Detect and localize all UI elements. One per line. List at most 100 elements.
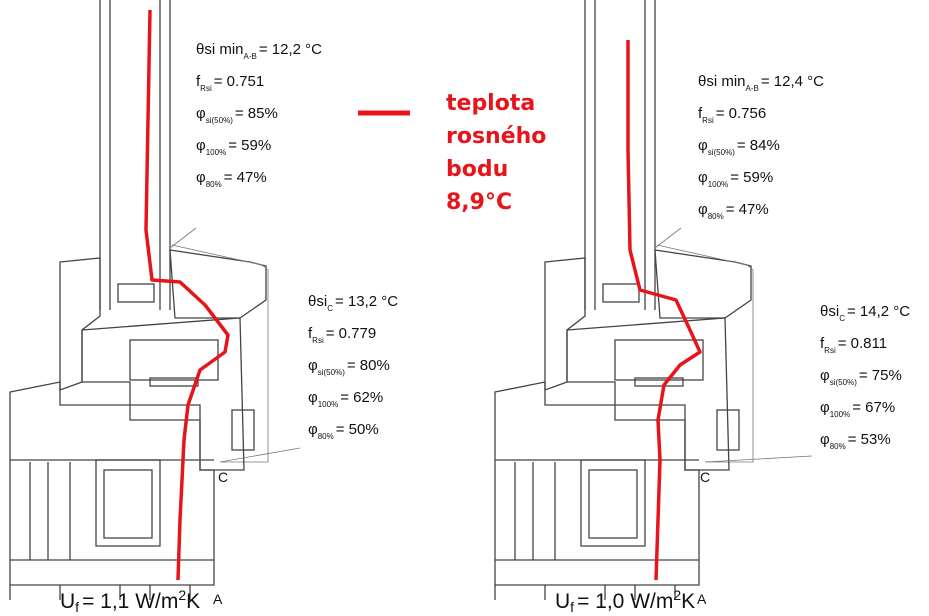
annotation: fRsi= 0.779 [308,325,376,345]
uf-unit: K [681,590,695,613]
uf-label: Uf= 1,1 W/m2K [60,587,200,615]
annotation: θsiC= 14,2 °C [820,303,910,323]
annotation-symbol: φ [196,137,206,154]
annotation: fRsi= 0.756 [698,105,766,125]
point-label: C [700,469,710,485]
dew-point-isotherm [628,40,700,580]
annotation: fRsi= 0.811 [820,335,887,355]
leader-line [705,456,812,462]
annotation-subscript: si(50%) [830,378,857,387]
annotation-subscript: A-B [244,52,257,61]
dew-point-isotherm [146,10,228,580]
annotation-subscript: si(50%) [318,368,345,377]
annotation-value: = 59% [730,169,773,186]
annotation-subscript: A-B [746,84,759,93]
diagram: teplotarosnéhobodu8,9°C θsi minA-B= 12,2… [0,0,929,616]
annotation-subscript: 100% [318,400,338,409]
annotation-value: = 12,4 °C [761,73,824,90]
point-label: C [218,469,228,485]
annotation-symbol: θsi min [196,41,244,58]
annotation-value: = 75% [859,367,902,384]
annotation-value: = 50% [336,421,379,438]
annotation-symbol: θsi [308,293,327,310]
uf-subscript: f [570,599,574,615]
point-label: A [213,591,223,607]
legend: teplota rosného bodu 8,9°C [446,91,546,215]
annotation: θsi minA-B= 12,2 °C [196,41,322,61]
annotation: φsi(50%)= 85% [196,105,278,125]
window-profile [495,0,753,600]
annotation: φsi(50%)= 75% [820,367,902,387]
annotation-subscript: 80% [708,212,724,221]
annotation-symbol: φ [698,169,708,186]
annotation: φ100%= 62% [308,389,383,409]
annotation-subscript: Rsi [312,336,324,345]
annotation: φ80%= 50% [308,421,379,441]
annotation: φ80%= 47% [698,201,769,221]
annotation-symbol: φ [308,421,318,438]
annotation-value: = 0.756 [716,105,766,122]
annotation: φ80%= 53% [820,431,891,451]
legend-text: teplota [446,91,535,116]
annotation: φ100%= 59% [698,169,773,189]
annotation-subscript: si(50%) [206,116,233,125]
annotation-value: = 67% [852,399,895,416]
annotation-subscript: 100% [206,148,226,157]
annotation-subscript: si(50%) [708,148,735,157]
annotation: φsi(50%)= 84% [698,137,780,157]
annotation-symbol: φ [820,399,830,416]
annotation-symbol: θsi min [698,73,746,90]
annotation-symbol: φ [820,431,830,448]
annotation-value: = 0.751 [214,73,264,90]
annotation-subscript: Rsi [824,346,836,355]
legend-text: rosného [446,124,546,149]
uf-unit: K [186,590,200,613]
annotation: φ80%= 47% [196,169,267,189]
uf-value: = 1,0 W/m [577,590,673,613]
annotation-value: = 85% [235,105,278,122]
annotation: φ100%= 67% [820,399,895,419]
annotation-subscript: Rsi [200,84,212,93]
annotation: φ100%= 59% [196,137,271,157]
annotation-subscript: 80% [206,180,222,189]
annotation-subscript: 80% [318,432,334,441]
uf-superscript: 2 [178,587,186,603]
annotation-value: = 47% [224,169,267,186]
legend-text: bodu [446,157,508,182]
annotation-subscript: Rsi [702,116,714,125]
uf-subscript: f [75,599,79,615]
annotation-subscript: 80% [830,442,846,451]
uf-symbol: U [555,590,570,613]
annotation-value: = 12,2 °C [259,41,322,58]
annotation-value: = 53% [848,431,891,448]
annotation-subscript: C [839,314,845,323]
legend-text: 8,9°C [446,190,512,215]
annotation: θsi minA-B= 12,4 °C [698,73,824,93]
annotation-value: = 62% [340,389,383,406]
annotation-subscript: 100% [830,410,850,419]
annotation-value: = 0.811 [838,335,887,352]
annotation: fRsi= 0.751 [196,73,264,93]
annotation-symbol: φ [820,367,830,384]
annotation: φsi(50%)= 80% [308,357,390,377]
uf-label: Uf= 1,0 W/m2K [555,587,695,615]
annotation-value: = 80% [347,357,390,374]
annotation-value: = 47% [726,201,769,218]
annotation-symbol: φ [698,201,708,218]
annotation-symbol: φ [196,169,206,186]
point-label: A [697,591,707,607]
annotation-value: = 84% [737,137,780,154]
annotation: θsiC= 13,2 °C [308,293,398,313]
annotation-subscript: C [327,304,333,313]
annotation-symbol: φ [698,137,708,154]
annotation-symbol: φ [308,357,318,374]
uf-symbol: U [60,590,75,613]
annotation-value: = 59% [228,137,271,154]
annotation-value: = 0.779 [326,325,376,342]
window-profile [10,0,268,600]
annotation-value: = 14,2 °C [847,303,910,320]
annotation-symbol: θsi [820,303,839,320]
uf-value: = 1,1 W/m [82,590,178,613]
annotation-value: = 13,2 °C [335,293,398,310]
annotation-symbol: φ [308,389,318,406]
